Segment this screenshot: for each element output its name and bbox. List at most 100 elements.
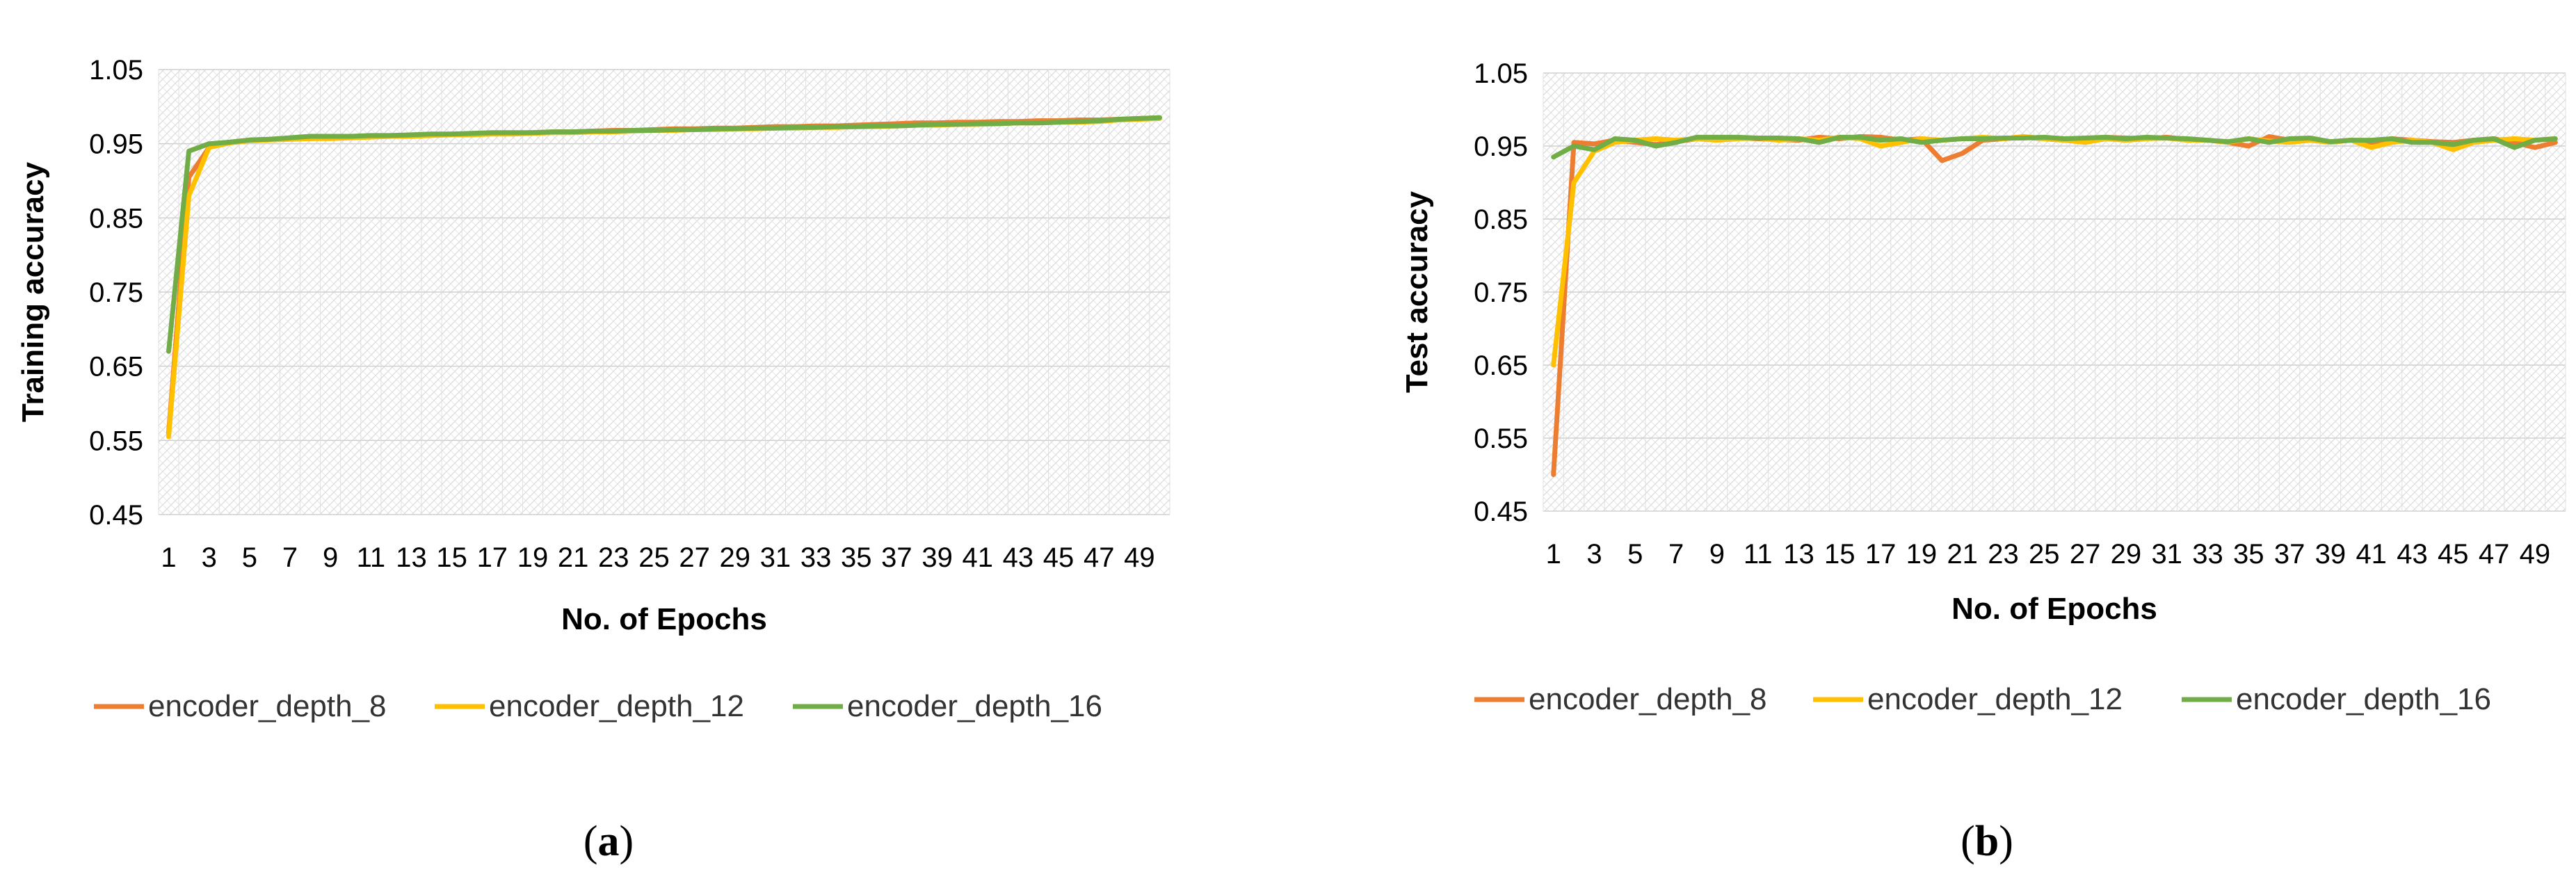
data-point xyxy=(1077,120,1081,123)
x-tick-label: 35 xyxy=(841,542,872,573)
data-point xyxy=(1675,140,1678,144)
data-point xyxy=(1940,159,1944,162)
data-point xyxy=(1634,138,1637,142)
data-point xyxy=(1756,136,1760,140)
data-point xyxy=(2533,146,2536,150)
data-point xyxy=(1981,137,1985,140)
data-point xyxy=(470,131,474,135)
data-point xyxy=(167,435,170,438)
data-point xyxy=(2410,140,2414,144)
x-tick-label: 31 xyxy=(2151,539,2182,570)
data-point xyxy=(1158,116,1161,120)
x-tick-label: 11 xyxy=(1744,539,1773,570)
data-point xyxy=(956,122,959,126)
series-line-encoder-depth-16 xyxy=(1551,134,2558,160)
x-tick-label: 25 xyxy=(2029,539,2060,570)
data-point xyxy=(1858,136,1862,139)
x-tick-label: 37 xyxy=(2274,539,2305,570)
x-tick-label: 7 xyxy=(282,542,298,573)
data-point xyxy=(1572,181,1576,184)
x-tick-label: 41 xyxy=(2356,539,2387,570)
data-point xyxy=(1736,136,1739,139)
data-point xyxy=(794,126,798,129)
data-point xyxy=(915,124,919,127)
x-tick-label: 33 xyxy=(2192,539,2223,570)
data-point xyxy=(1797,137,1801,140)
y-tick-label: 0.75 xyxy=(89,277,143,308)
legend-label: encoder_depth_16 xyxy=(847,689,1102,723)
data-point xyxy=(1940,138,1944,142)
data-point xyxy=(693,128,696,131)
data-point xyxy=(552,130,555,134)
x-tick-label: 5 xyxy=(1627,539,1643,570)
data-point xyxy=(2349,138,2353,142)
data-point xyxy=(976,122,979,125)
data-point xyxy=(2206,138,2209,142)
x-tick-label: 47 xyxy=(1084,542,1115,573)
data-point xyxy=(2002,136,2005,140)
x-axis-title: No. of Epochs xyxy=(561,602,767,636)
x-tick-label: 39 xyxy=(921,542,953,573)
data-point xyxy=(248,138,251,142)
x-tick-label: 11 xyxy=(357,542,386,573)
data-point xyxy=(713,127,716,131)
x-tick-label: 29 xyxy=(720,542,751,573)
data-point xyxy=(2513,146,2516,150)
data-point xyxy=(1654,145,1657,147)
x-tick-label: 17 xyxy=(1865,539,1897,570)
y-tick-label: 0.45 xyxy=(89,500,143,531)
data-point xyxy=(2247,137,2251,140)
data-point xyxy=(935,122,939,126)
data-point xyxy=(2328,140,2332,143)
legend-label: encoder_depth_12 xyxy=(489,689,744,723)
x-tick-label: 23 xyxy=(598,542,629,573)
test-accuracy-chart: 0.450.550.650.750.850.951.051 3 5 7 9 11 13 15 1… xyxy=(1400,58,2566,865)
x-tick-label: 29 xyxy=(2111,539,2142,570)
data-point xyxy=(2452,143,2455,146)
y-tick-label: 0.65 xyxy=(89,352,143,382)
x-tick-label: 31 xyxy=(760,542,791,573)
data-point xyxy=(187,150,191,153)
data-point xyxy=(753,127,757,130)
x-tick-label: 27 xyxy=(2070,539,2101,570)
x-tick-label: 7 xyxy=(1668,539,1684,570)
x-tick-label: 41 xyxy=(962,542,993,573)
x-tick-label: 45 xyxy=(2438,539,2469,570)
data-point xyxy=(430,132,433,136)
data-point xyxy=(1552,155,1555,159)
data-point xyxy=(612,129,615,133)
x-tick-label: 33 xyxy=(800,542,832,573)
data-point xyxy=(2390,137,2394,140)
data-point xyxy=(2308,136,2312,140)
x-tick-label: 21 xyxy=(1947,539,1978,570)
data-point xyxy=(2104,136,2107,139)
data-point xyxy=(2390,140,2394,144)
x-tick-label: 1 xyxy=(1546,539,1561,570)
x-tick-label: 19 xyxy=(517,542,549,573)
legend-label: encoder_depth_12 xyxy=(1867,682,2123,716)
data-point xyxy=(309,135,312,138)
data-point xyxy=(1138,117,1141,120)
x-tick-label: 13 xyxy=(396,542,427,573)
x-tick-label: 9 xyxy=(1709,539,1725,570)
data-point xyxy=(1899,140,1903,144)
data-point xyxy=(1016,121,1020,124)
data-point xyxy=(450,132,453,136)
data-point xyxy=(673,128,676,131)
data-point xyxy=(2267,140,2271,144)
data-point xyxy=(1715,136,1718,139)
data-point xyxy=(2226,140,2230,143)
data-point xyxy=(773,127,777,130)
x-tick-label: 25 xyxy=(638,542,670,573)
data-point xyxy=(1879,145,1883,147)
data-point xyxy=(2165,136,2168,140)
data-point xyxy=(2431,140,2434,144)
data-point xyxy=(2513,140,2516,144)
data-point xyxy=(1572,145,1576,147)
y-axis-title: Test accuracy xyxy=(1400,191,1434,393)
data-point xyxy=(2084,140,2087,144)
x-tick-label: 43 xyxy=(2397,539,2428,570)
data-point xyxy=(2267,135,2271,138)
data-point xyxy=(2145,136,2148,139)
data-point xyxy=(2288,140,2292,144)
